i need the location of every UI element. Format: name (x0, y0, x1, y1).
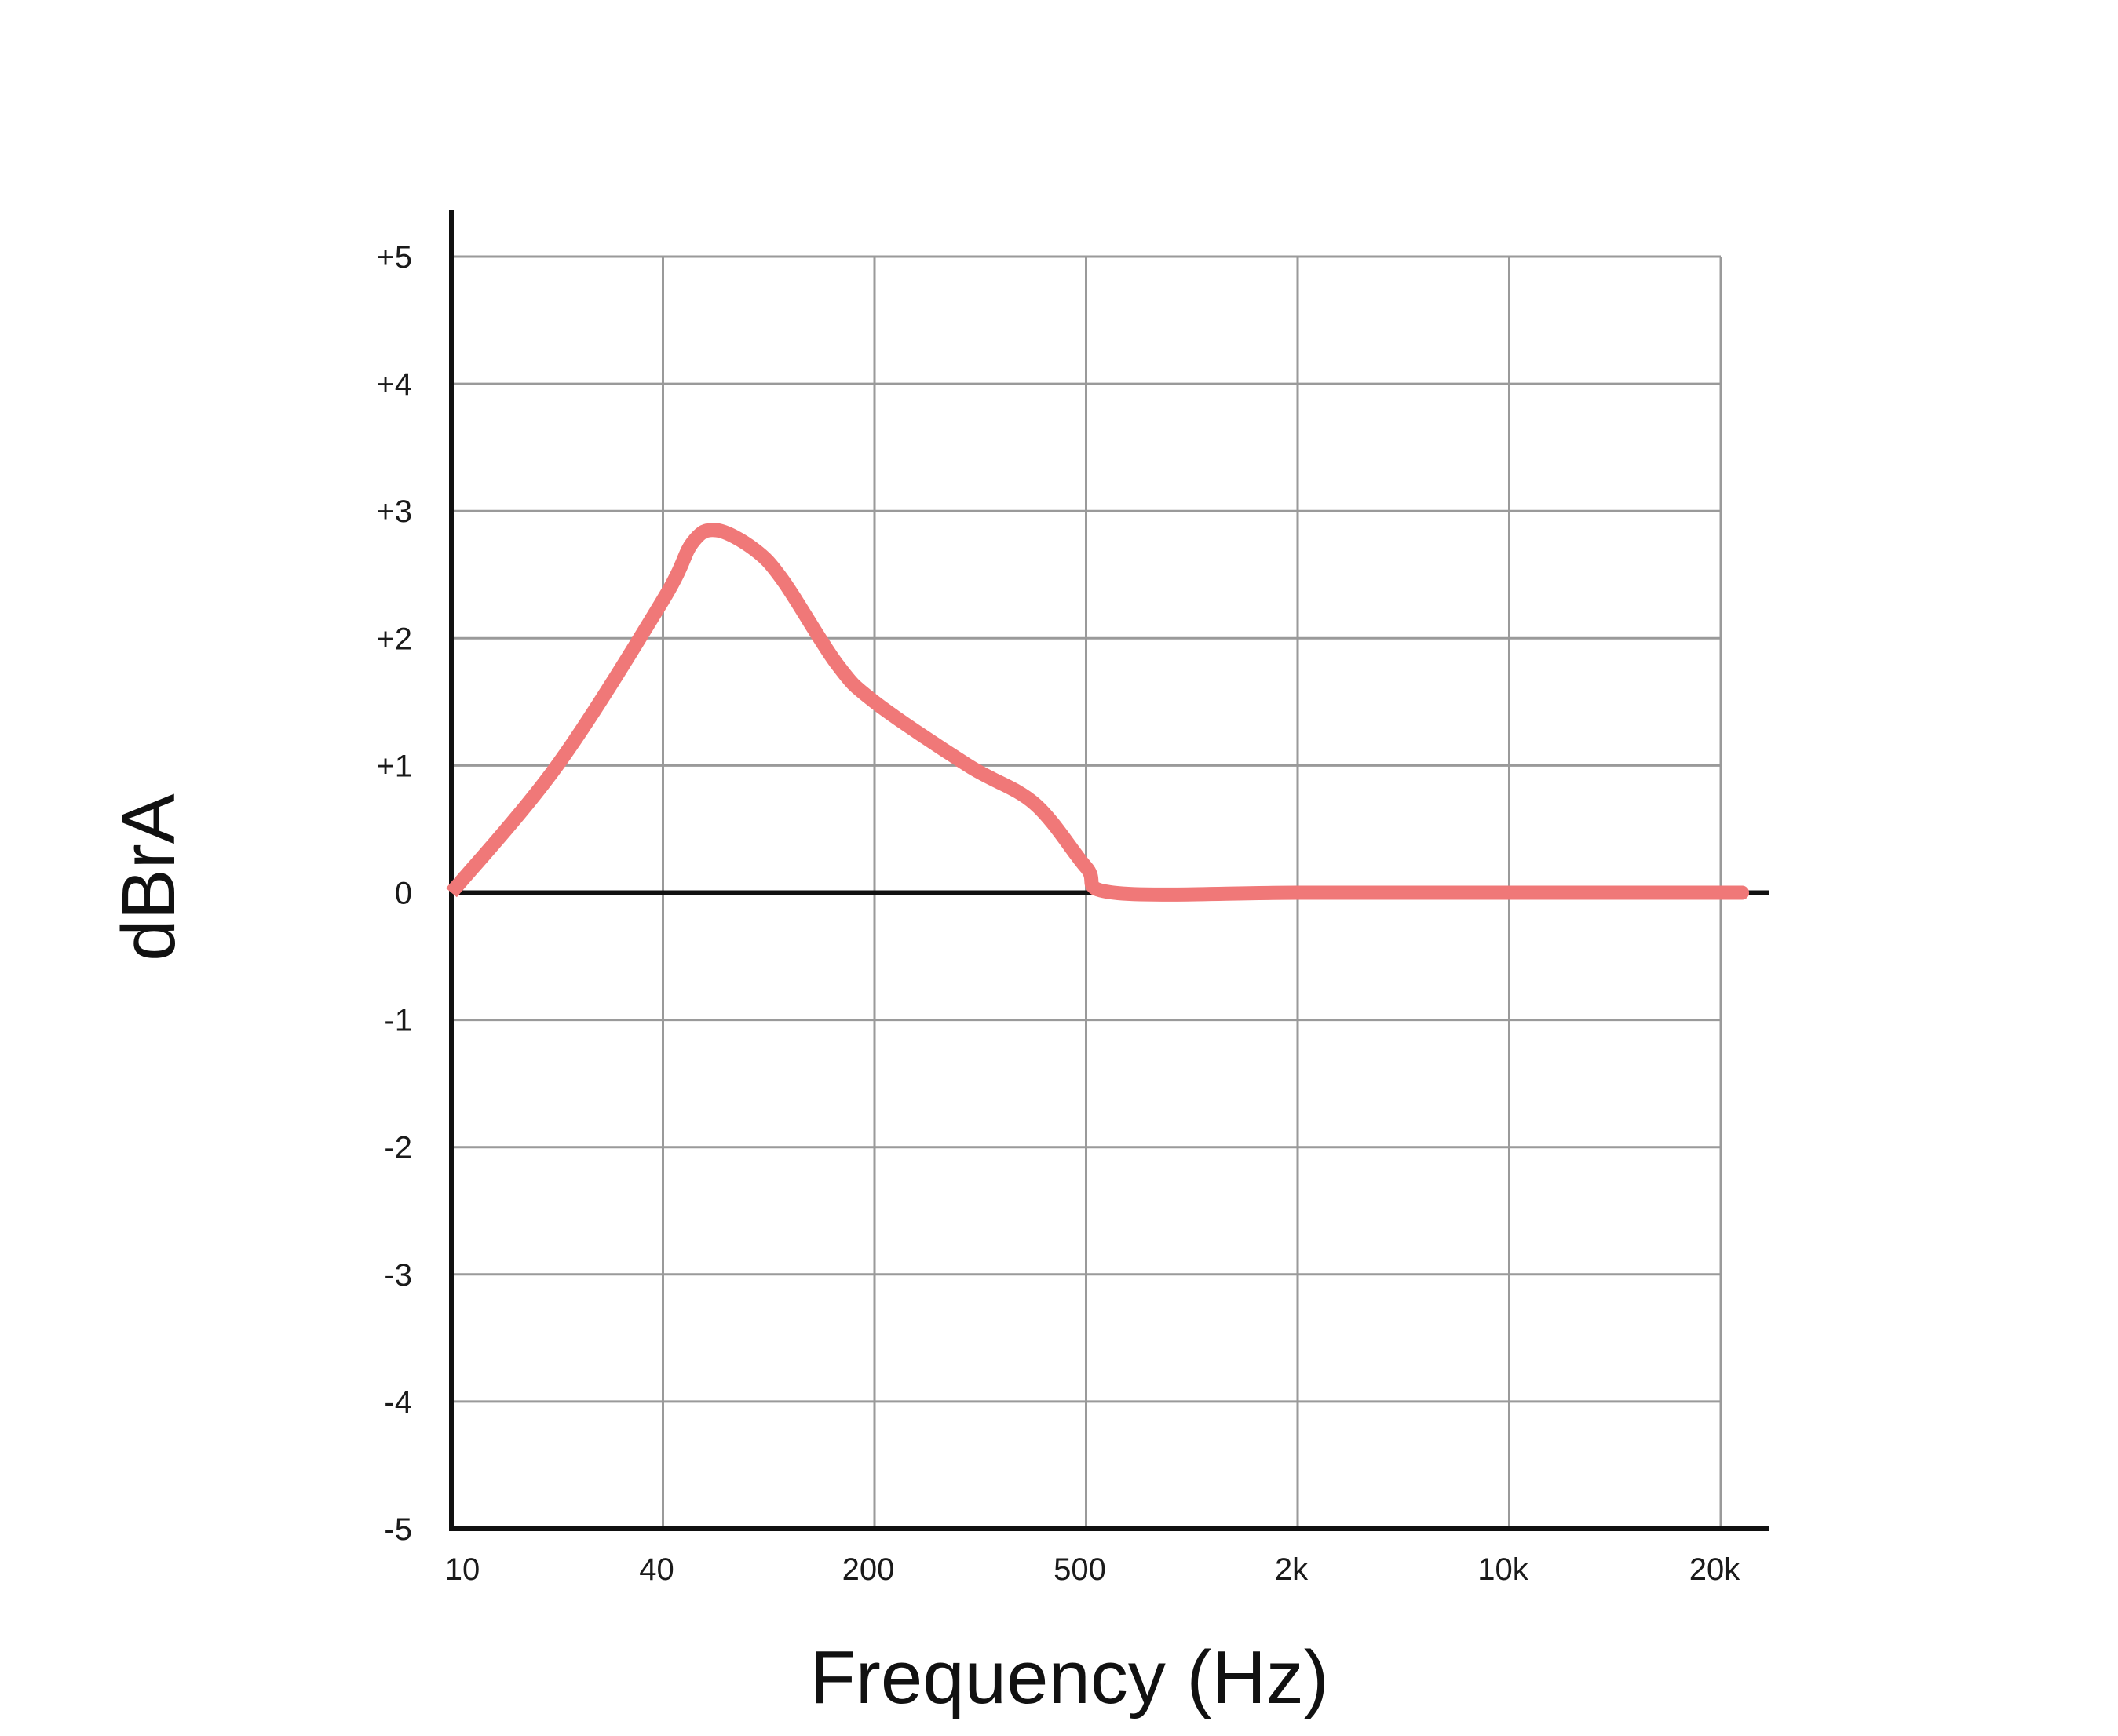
x-tick-label: 20k (1689, 1552, 1740, 1587)
y-tick-label: +2 (376, 622, 412, 656)
series-layer (446, 523, 1749, 902)
x-tick-label: 2k (1275, 1552, 1309, 1587)
series-line (446, 523, 1749, 902)
y-tick-label: -2 (384, 1131, 412, 1165)
y-tick-label: -4 (384, 1385, 412, 1420)
y-tick-label: 0 (395, 877, 412, 911)
x-tick-label: 10k (1477, 1552, 1528, 1587)
axes (449, 210, 1769, 1531)
y-tick-label: +5 (376, 240, 412, 275)
x-tick-label: 10 (445, 1552, 480, 1587)
x-tick-label: 500 (1054, 1552, 1106, 1587)
x-axis-title: Frequency (Hz) (809, 1636, 1329, 1720)
y-axis-title: dBrA (107, 793, 191, 961)
y-tick-label: +4 (376, 367, 412, 402)
x-tick-label: 40 (639, 1552, 674, 1587)
y-tick-label: +1 (376, 749, 412, 783)
y-tick-labels: +5 +4 +3 +2 +1 0 -1 -2 -3 -4 -5 (376, 240, 412, 1547)
x-tick-labels: 10 40 200 500 2k 10k 20k (445, 1552, 1740, 1587)
y-tick-label: -1 (384, 1004, 412, 1038)
y-tick-label: +3 (376, 494, 412, 529)
x-tick-label: 200 (842, 1552, 895, 1587)
y-tick-label: -3 (384, 1258, 412, 1293)
y-tick-label: -5 (384, 1512, 412, 1547)
